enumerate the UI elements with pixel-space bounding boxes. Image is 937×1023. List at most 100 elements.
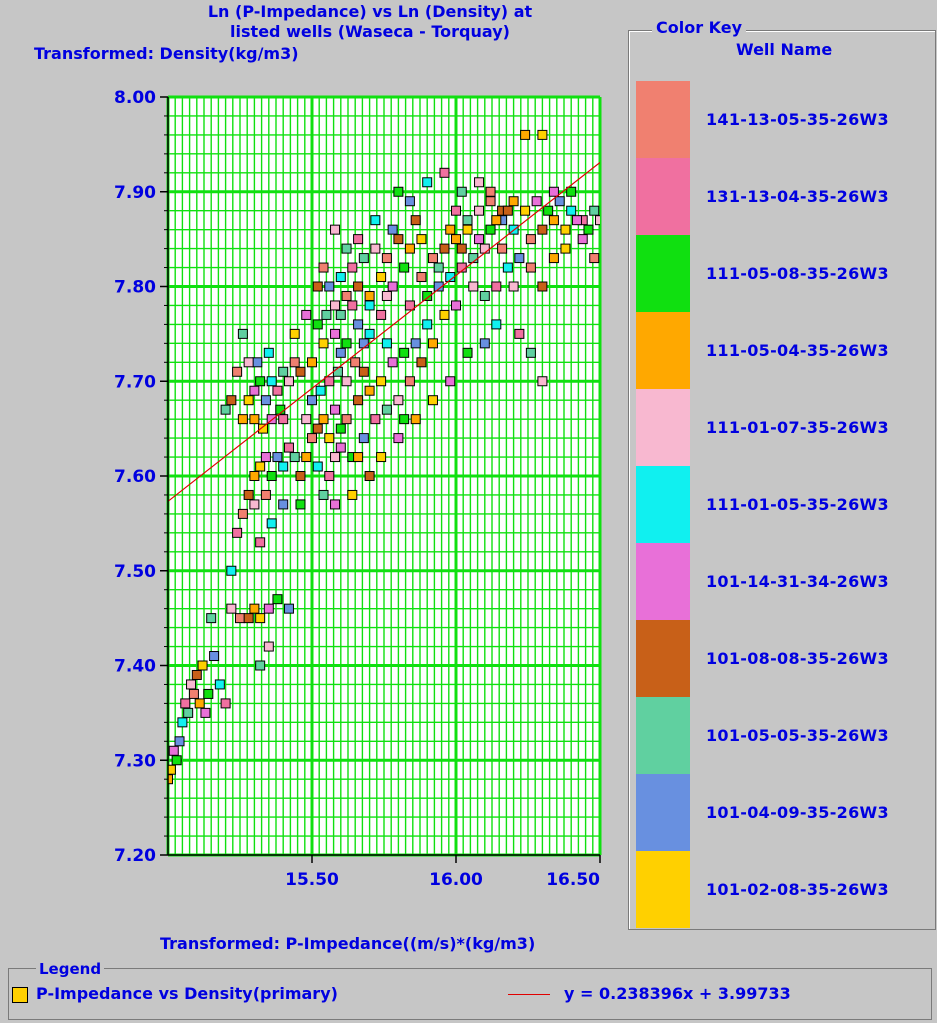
data-point [226, 565, 237, 576]
data-point [474, 205, 485, 216]
data-point [433, 281, 444, 292]
data-point [243, 613, 254, 624]
data-point [531, 196, 542, 207]
data-point [330, 499, 341, 510]
data-point [237, 414, 248, 425]
data-point [502, 262, 513, 273]
data-point [451, 234, 461, 245]
data-point [206, 613, 217, 624]
data-point [445, 224, 456, 235]
data-point [376, 272, 387, 283]
legend-trendline-label: y = 0.238396x + 3.99733 [564, 984, 791, 1003]
data-point [566, 186, 577, 197]
color-key-swatch [636, 543, 690, 620]
data-point [203, 688, 214, 699]
color-key-swatch [636, 81, 690, 158]
color-key-label: 111-01-07-35-26W3 [706, 418, 889, 437]
data-point [301, 452, 312, 463]
data-point [404, 196, 415, 207]
data-point [295, 499, 306, 510]
data-point [318, 338, 329, 349]
data-point [278, 499, 289, 510]
scatter-plot: 7.20 7.30 7.40 7.50 7.60 7.70 7.80 7.90 8.00 15.5… [114, 88, 602, 890]
data-point [427, 338, 438, 349]
data-point [278, 461, 289, 472]
data-point [387, 281, 398, 292]
data-point [180, 698, 191, 709]
data-point [255, 461, 266, 472]
color-key-title: Color Key [652, 18, 747, 37]
color-key-swatch [636, 389, 690, 466]
data-point [404, 300, 415, 311]
data-point [387, 357, 398, 368]
x-tick-label: 16.50 [546, 870, 600, 890]
tick-labels: 7.20 7.30 7.40 7.50 7.60 7.70 7.80 7.90 8.00 15.5… [114, 88, 601, 890]
chart-title-line2: listed wells (Waseca - Torquay) [230, 22, 510, 41]
data-point [232, 527, 243, 538]
color-key-swatch [636, 620, 690, 697]
data-point [468, 281, 479, 292]
data-point [439, 309, 450, 320]
data-point [595, 215, 600, 226]
data-point [393, 395, 404, 406]
data-point [537, 376, 548, 387]
data-point [335, 347, 346, 358]
data-point [485, 224, 496, 235]
data-point [491, 319, 502, 330]
color-key-label: 131-13-04-35-26W3 [706, 187, 889, 206]
data-point [186, 679, 197, 690]
data-point [341, 290, 352, 301]
data-point [422, 177, 433, 188]
data-point [232, 366, 243, 377]
data-point [353, 281, 364, 292]
data-point [427, 253, 438, 264]
data-point [370, 243, 381, 254]
data-point [566, 205, 577, 216]
data-point [399, 262, 410, 273]
data-point [479, 338, 490, 349]
data-point [508, 196, 519, 207]
data-point [410, 414, 421, 425]
data-point [243, 357, 254, 368]
color-key-label: 101-04-09-35-26W3 [706, 803, 889, 822]
data-point [283, 442, 294, 453]
data-point [168, 745, 179, 756]
data-point [439, 243, 450, 254]
data-point [381, 338, 392, 349]
y-tick-label: 7.20 [114, 846, 156, 866]
data-point [347, 262, 358, 273]
data-point [364, 290, 375, 301]
data-point [243, 489, 254, 500]
data-point [266, 471, 277, 481]
color-key-swatch [636, 851, 690, 928]
data-point [399, 414, 410, 425]
data-point [258, 423, 269, 434]
data-point [422, 319, 433, 330]
chart-title-line1: Ln (P-Impedance) vs Ln (Density) at [207, 2, 533, 21]
color-key-swatch [636, 466, 690, 543]
data-point [537, 224, 548, 235]
data-point [560, 224, 571, 235]
data-point [330, 224, 341, 235]
color-key-frame [628, 30, 936, 930]
data-point [376, 376, 387, 387]
color-key-label: 111-05-08-35-26W3 [706, 264, 889, 283]
data-point [393, 186, 404, 197]
data-point [341, 243, 352, 254]
data-points [168, 129, 600, 785]
color-key-swatch [636, 697, 690, 774]
data-point [255, 537, 266, 548]
data-point [381, 404, 392, 415]
data-point [514, 328, 525, 339]
data-point [404, 243, 415, 254]
data-point [335, 272, 346, 283]
plot-grid [166, 95, 602, 857]
data-point [485, 196, 496, 207]
data-point [451, 300, 461, 311]
data-point [525, 262, 536, 273]
data-point [321, 309, 332, 320]
data-point [295, 471, 306, 481]
data-point [502, 205, 513, 216]
data-point [462, 224, 473, 235]
data-point [370, 215, 381, 226]
